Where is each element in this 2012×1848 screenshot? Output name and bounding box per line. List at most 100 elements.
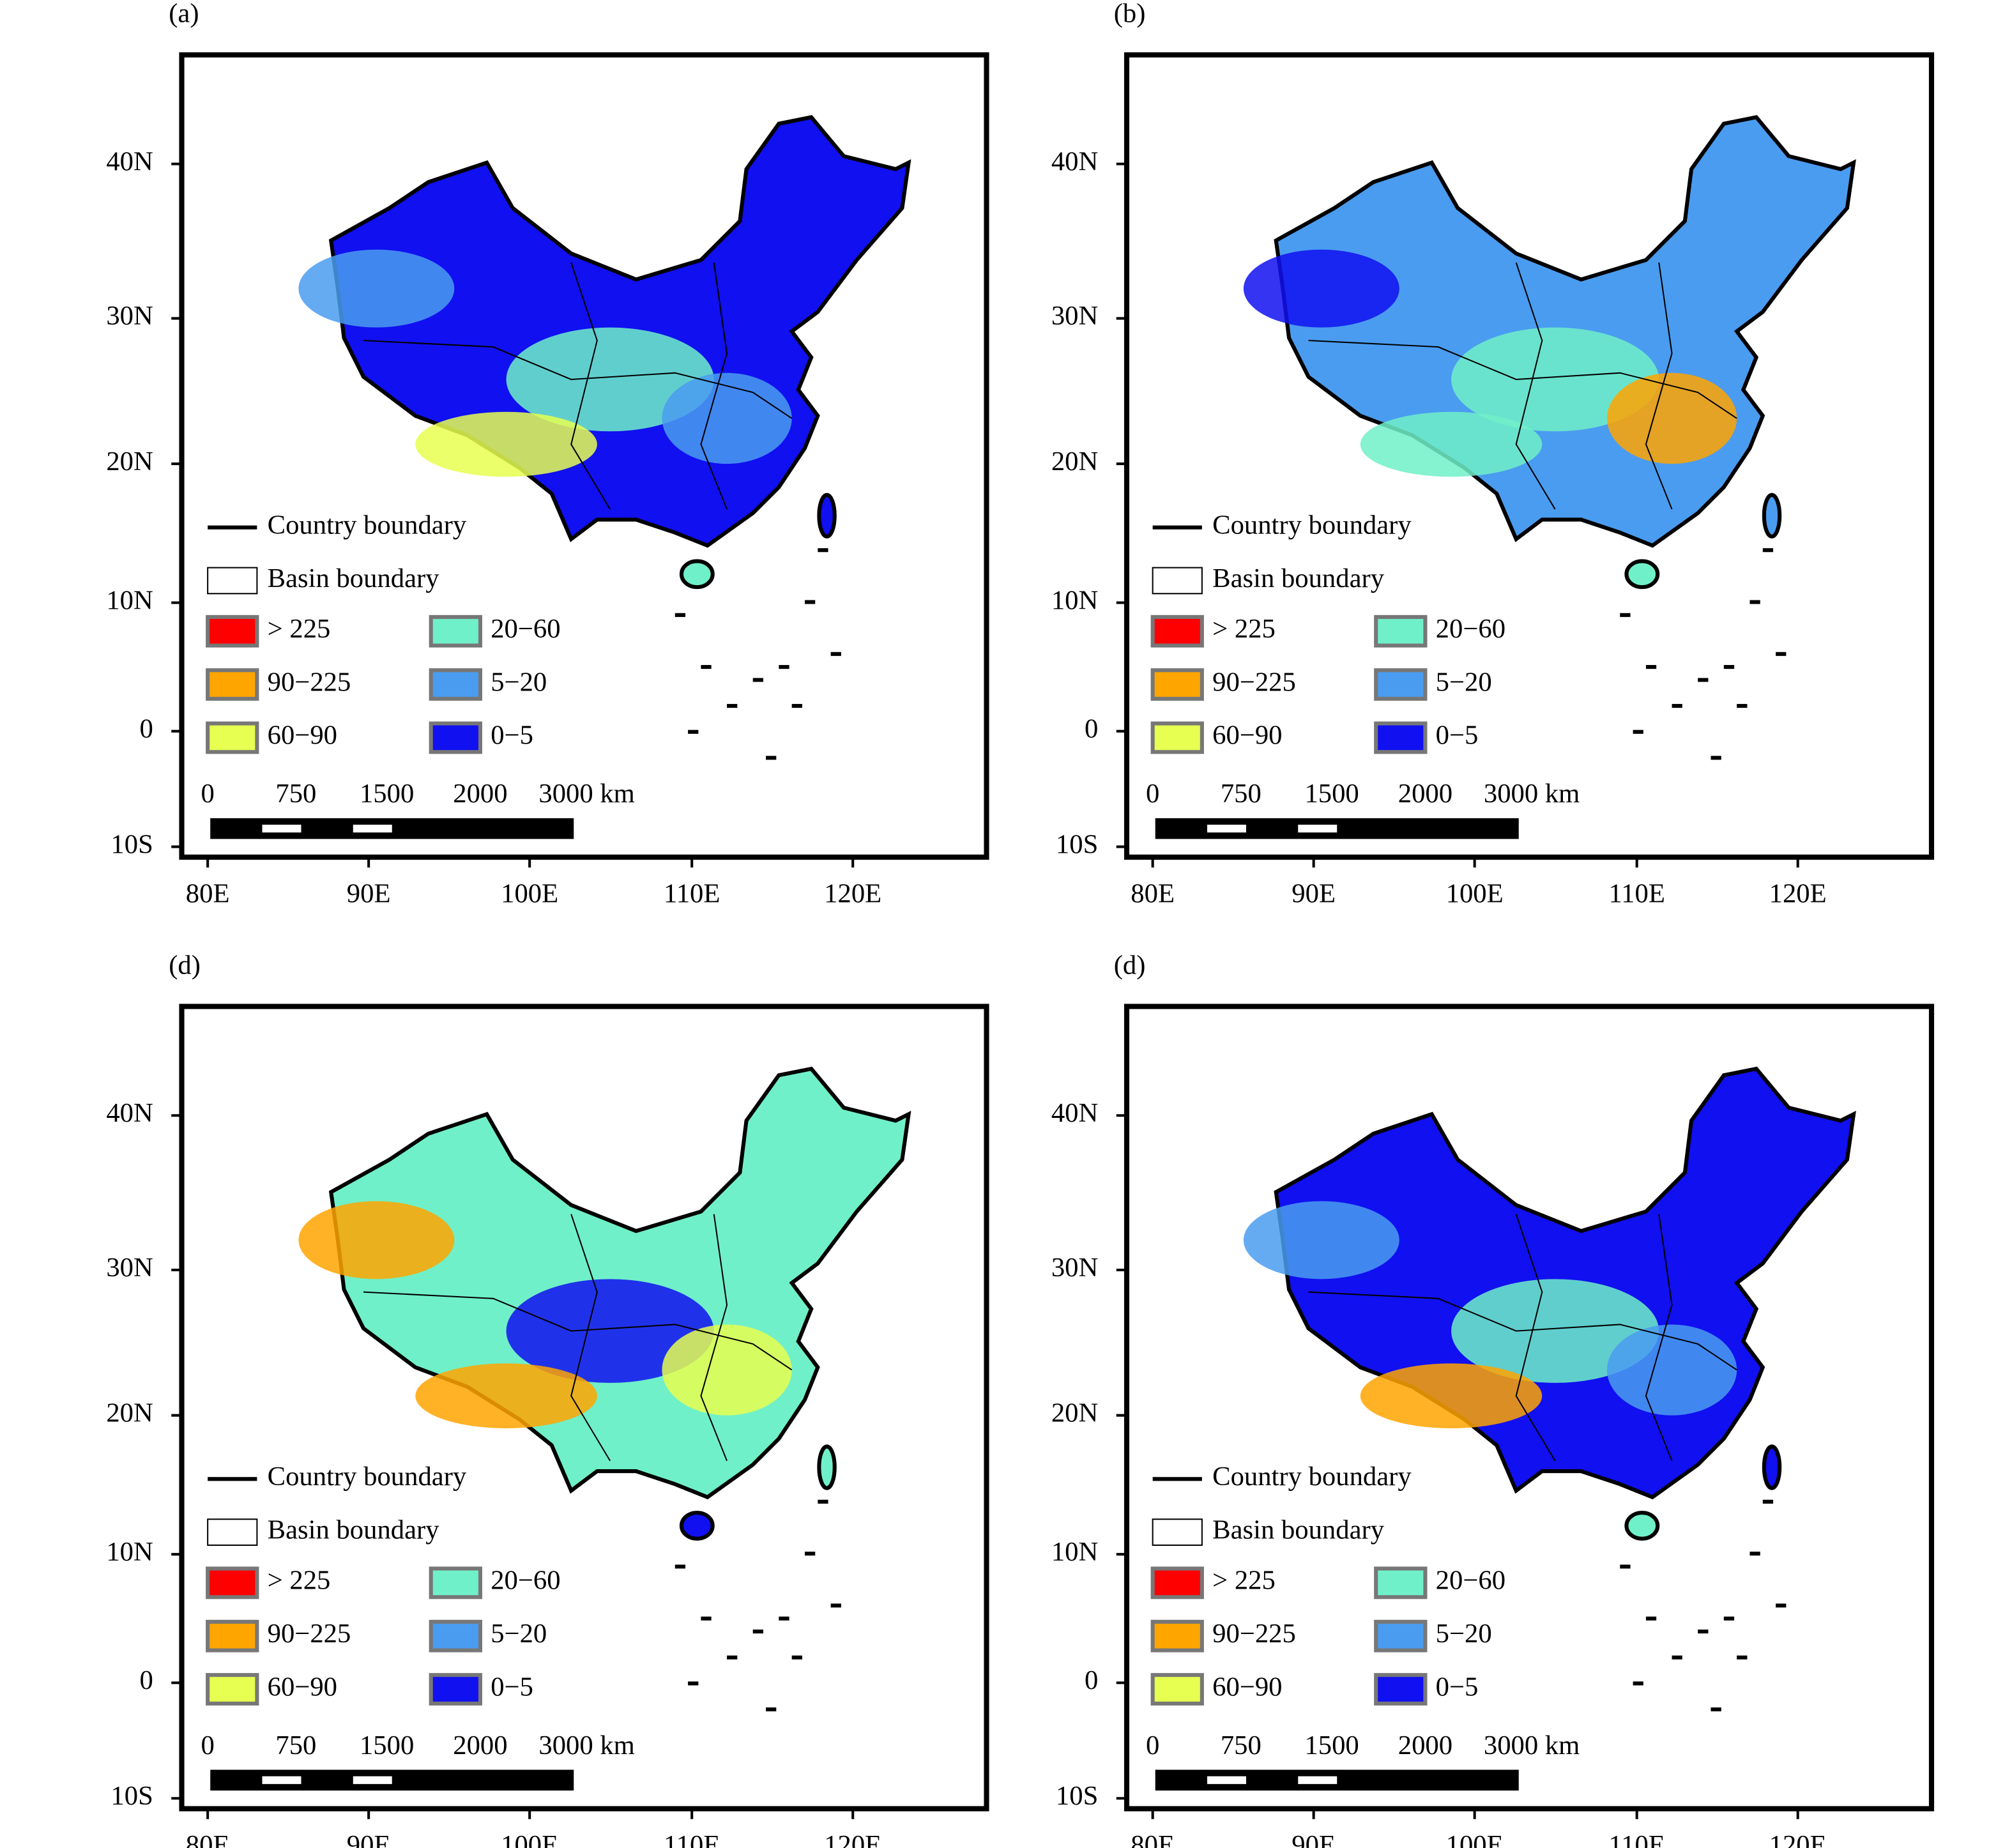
island: [830, 652, 841, 656]
legend-label: 60−90: [1212, 1672, 1282, 1702]
island: [701, 1616, 712, 1621]
island: [1620, 613, 1631, 617]
scale-label: 3000 km: [1484, 1730, 1580, 1760]
island: [1776, 652, 1787, 656]
island: [817, 493, 837, 538]
y-tick-label: 30N: [106, 1253, 153, 1283]
island: [1624, 1511, 1660, 1541]
legend-basin-box: [207, 1518, 258, 1546]
value-region: [506, 327, 714, 432]
scale-label: 0: [1146, 1730, 1159, 1760]
y-tick-label: 10N: [1051, 585, 1098, 615]
scale-label: 2000: [1398, 779, 1452, 809]
value-region: [1243, 1201, 1399, 1279]
panel-label: (a): [169, 0, 199, 29]
island: [674, 1564, 686, 1569]
map-panel: (d) 40N 30N 20N 10N 0 10S 80E 90E 100E 110E 120E Cou…: [1051, 950, 1935, 1848]
scale-label: 1500: [360, 779, 414, 809]
island: [1711, 756, 1721, 760]
value-region: [1360, 411, 1543, 477]
island: [727, 1655, 738, 1660]
legend-swatch: [429, 1673, 482, 1706]
basin-boundary: [1515, 262, 1556, 510]
legend-label: 5−20: [491, 667, 547, 697]
y-tick-label: 10S: [1056, 1781, 1098, 1811]
panel-label: (d): [169, 950, 201, 980]
island: [1762, 1499, 1774, 1504]
legend-label: 90−225: [1212, 667, 1296, 697]
scale-label: 0: [1146, 779, 1159, 809]
island: [688, 729, 699, 734]
legend-swatch: [1150, 615, 1204, 648]
y-tick-label: 10S: [1056, 829, 1098, 859]
scale-bar-segment: [262, 1776, 301, 1784]
x-tick-label: 100E: [501, 879, 558, 909]
y-tick-label: 10S: [111, 1781, 153, 1811]
island: [818, 548, 828, 553]
x-tick-label: 80E: [186, 879, 230, 909]
scale-label: 0: [201, 1730, 214, 1760]
legend-label: 5−20: [491, 1619, 547, 1649]
y-tick-label: 40N: [106, 146, 153, 176]
scale-bar-segment: [1298, 825, 1338, 833]
value-region: [1360, 1363, 1543, 1429]
legend-label: 60−90: [268, 1672, 337, 1702]
basin-boundary: [700, 1214, 728, 1462]
island: [752, 678, 763, 682]
legend-swatch: [206, 1566, 259, 1600]
island: [791, 704, 802, 708]
island: [727, 704, 738, 708]
scale-label: 2000: [1398, 1730, 1452, 1760]
y-tick-label: 30N: [1051, 1253, 1098, 1283]
scale-label: 3000 km: [1484, 779, 1580, 809]
island: [1762, 548, 1774, 553]
island: [1672, 1655, 1682, 1660]
legend-swatch: [1150, 668, 1204, 701]
legend-label: 90−225: [268, 667, 351, 697]
basin-boundary: [1308, 339, 1737, 419]
legend-label: > 225: [268, 1566, 331, 1596]
island: [1749, 1552, 1760, 1556]
scale-label: 1500: [360, 1730, 414, 1760]
island: [818, 1499, 828, 1504]
scale-bar-segment: [1298, 1776, 1338, 1784]
scale-label: 750: [1221, 779, 1261, 809]
x-tick-label: 110E: [1608, 1830, 1665, 1848]
island: [1633, 1681, 1643, 1686]
scale-label: 750: [275, 779, 316, 809]
island: [779, 665, 789, 669]
x-tick-label: 110E: [1608, 879, 1665, 909]
legend-swatch: [429, 1619, 482, 1653]
legend-label: 5−20: [1436, 667, 1492, 697]
legend-swatch: [1374, 1566, 1428, 1600]
basin-boundary: [363, 339, 793, 419]
legend-basin-box: [207, 567, 258, 595]
basin-boundary: [1308, 1291, 1737, 1371]
island: [679, 1511, 715, 1541]
legend-swatch: [206, 1619, 259, 1653]
island: [1698, 678, 1709, 682]
basin-boundary: [570, 1214, 611, 1462]
legend-label: Country boundary: [268, 1462, 467, 1492]
x-tick-label: 110E: [664, 879, 720, 909]
legend-basin-box: [1152, 567, 1203, 595]
legend-label: > 225: [268, 614, 331, 644]
legend-swatch: [1150, 1673, 1204, 1706]
panel-label: (d): [1114, 950, 1146, 980]
scale-label: 750: [275, 1730, 316, 1760]
island: [1645, 1616, 1657, 1621]
island: [1645, 665, 1657, 669]
island: [1624, 559, 1660, 590]
x-tick-label: 120E: [824, 1830, 881, 1848]
y-tick-label: 0: [139, 714, 153, 744]
island: [1711, 1707, 1721, 1712]
map-panel: (b) 40N 30N 20N 10N 0 10S 80E 90E 100E 110E 120E Cou…: [1051, 0, 1935, 909]
x-tick-label: 90E: [347, 1830, 391, 1848]
legend-swatch: [429, 721, 482, 754]
y-tick-label: 10N: [106, 1537, 153, 1567]
island: [1620, 1564, 1631, 1569]
basin-boundary: [1515, 1214, 1556, 1462]
x-tick-label: 90E: [1292, 879, 1336, 909]
island: [1672, 704, 1682, 708]
